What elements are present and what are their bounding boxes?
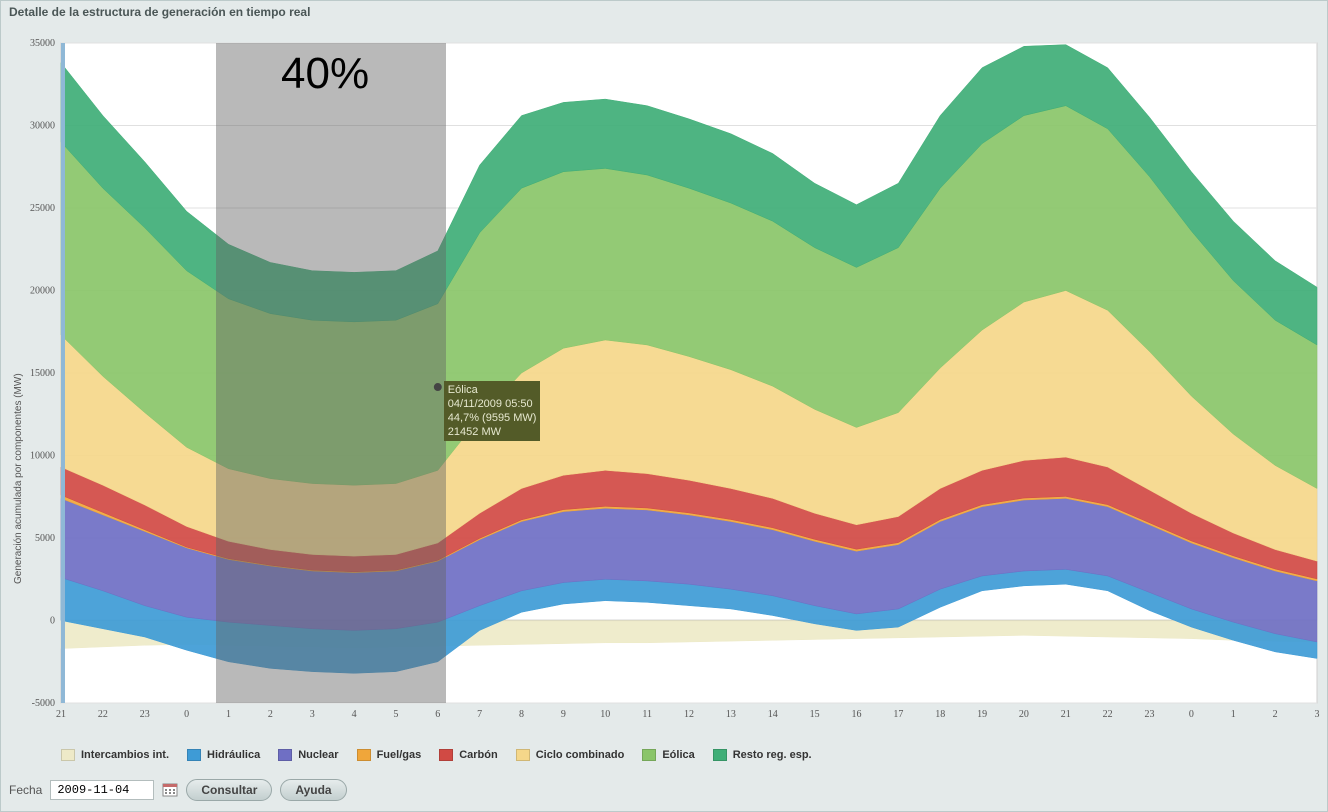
svg-text:13: 13: [726, 709, 736, 720]
svg-text:10: 10: [600, 709, 610, 720]
svg-text:9: 9: [561, 709, 566, 720]
svg-text:10000: 10000: [30, 451, 55, 462]
svg-text:5000: 5000: [35, 533, 55, 544]
svg-text:6: 6: [435, 709, 440, 720]
svg-text:0: 0: [50, 616, 55, 627]
svg-text:15000: 15000: [30, 368, 55, 379]
legend-label: Resto reg. esp.: [733, 749, 812, 761]
svg-text:3: 3: [310, 709, 315, 720]
svg-text:35000: 35000: [30, 38, 55, 49]
calendar-icon[interactable]: [162, 782, 178, 798]
legend-item[interactable]: Eólica: [642, 749, 694, 761]
svg-text:5: 5: [393, 709, 398, 720]
svg-text:11: 11: [642, 709, 652, 720]
legend-swatch: [187, 749, 201, 761]
legend-label: Eólica: [662, 749, 694, 761]
highlight-percent-label: 40%: [281, 49, 369, 99]
consult-button[interactable]: Consultar: [186, 779, 272, 801]
svg-text:-5000: -5000: [32, 698, 55, 709]
svg-text:22: 22: [1103, 709, 1113, 720]
toolbar: Fecha Consultar Ayuda: [1, 771, 1327, 811]
legend-label: Ciclo combinado: [536, 749, 625, 761]
chart-legend: Intercambios int. Hidráulica Nuclear Fuel/g…: [1, 743, 1327, 771]
legend-swatch: [357, 749, 371, 761]
svg-text:22: 22: [98, 709, 108, 720]
legend-item[interactable]: Fuel/gas: [357, 749, 422, 761]
chart-container: -5000 0 5000 10000 15000 20000 25000 30000 35000…: [5, 23, 1323, 743]
svg-text:1: 1: [226, 709, 231, 720]
svg-text:0: 0: [184, 709, 189, 720]
y-axis-label: Generación acumulada por componentes (MW…: [13, 374, 24, 585]
legend-swatch: [642, 749, 656, 761]
legend-label: Hidráulica: [207, 749, 260, 761]
svg-text:20: 20: [1019, 709, 1029, 720]
legend-label: Fuel/gas: [377, 749, 422, 761]
legend-swatch: [61, 749, 75, 761]
svg-text:14: 14: [768, 709, 778, 720]
svg-text:23: 23: [140, 709, 150, 720]
svg-text:2: 2: [268, 709, 273, 720]
svg-text:4: 4: [352, 709, 357, 720]
legend-item[interactable]: Nuclear: [278, 749, 338, 761]
svg-text:0: 0: [1189, 709, 1194, 720]
svg-text:18: 18: [935, 709, 945, 720]
stacked-area-chart[interactable]: -5000 0 5000 10000 15000 20000 25000 30000 35000…: [5, 23, 1325, 743]
svg-text:3: 3: [1315, 709, 1320, 720]
generation-panel: Detalle de la estructura de generación e…: [0, 0, 1328, 812]
svg-text:2: 2: [1273, 709, 1278, 720]
svg-text:8: 8: [519, 709, 524, 720]
svg-text:23: 23: [1145, 709, 1155, 720]
help-button[interactable]: Ayuda: [280, 779, 346, 801]
panel-title: Detalle de la estructura de generación e…: [1, 1, 1327, 19]
svg-text:15: 15: [810, 709, 820, 720]
legend-item[interactable]: Resto reg. esp.: [713, 749, 812, 761]
date-label: Fecha: [9, 783, 42, 797]
svg-text:30000: 30000: [30, 121, 55, 132]
svg-text:17: 17: [893, 709, 903, 720]
legend-swatch: [516, 749, 530, 761]
svg-text:21: 21: [56, 709, 66, 720]
date-input[interactable]: [50, 780, 154, 800]
svg-text:20000: 20000: [30, 286, 55, 297]
legend-swatch: [278, 749, 292, 761]
svg-text:25000: 25000: [30, 203, 55, 214]
legend-label: Carbón: [459, 749, 498, 761]
svg-text:19: 19: [977, 709, 987, 720]
svg-text:21: 21: [1061, 709, 1071, 720]
legend-item[interactable]: Carbón: [439, 749, 498, 761]
svg-text:12: 12: [684, 709, 694, 720]
svg-text:16: 16: [851, 709, 861, 720]
legend-swatch: [713, 749, 727, 761]
legend-label: Intercambios int.: [81, 749, 169, 761]
legend-item[interactable]: Intercambios int.: [61, 749, 169, 761]
legend-label: Nuclear: [298, 749, 338, 761]
legend-swatch: [439, 749, 453, 761]
svg-text:7: 7: [477, 709, 482, 720]
legend-item[interactable]: Ciclo combinado: [516, 749, 625, 761]
svg-text:1: 1: [1231, 709, 1236, 720]
legend-item[interactable]: Hidráulica: [187, 749, 260, 761]
